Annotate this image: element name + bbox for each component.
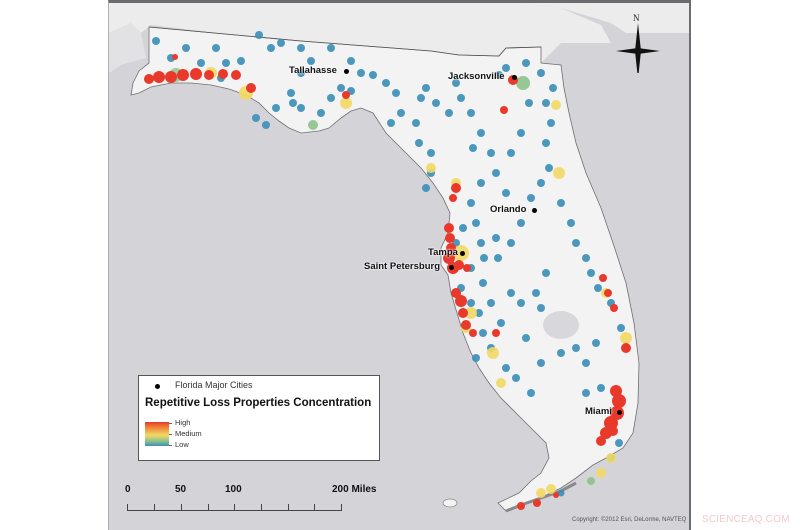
- city-label-tampa: Tampa: [428, 247, 458, 258]
- scale-tick: [341, 504, 342, 511]
- map-copyright: Copyright: ©2012 Esri, DeLorme, NAVTEQ: [572, 517, 687, 523]
- city-label-jacksonville: Jacksonville: [448, 71, 505, 82]
- scale-tick: [234, 504, 235, 511]
- scale-tick: [154, 504, 155, 511]
- city-marker-orlando[interactable]: [532, 208, 537, 213]
- city-marker-miami[interactable]: [617, 410, 622, 415]
- color-ramp-icon: [145, 422, 169, 446]
- legend-tick: [169, 423, 172, 424]
- legend-low-label: Low: [175, 440, 189, 449]
- legend-high-label: High: [175, 418, 191, 427]
- high-concentration-points: [144, 54, 631, 510]
- watermark: SCIENCEAQ.COM: [702, 514, 790, 525]
- scale-tick: [208, 504, 209, 511]
- city-marker-tallahassee[interactable]: [344, 69, 349, 74]
- legend-medium-label: Medium: [175, 429, 202, 438]
- map-legend: Florida Major Cities Repetitive Loss Pro…: [138, 375, 380, 461]
- city-marker-saint-petersburg[interactable]: [449, 265, 454, 270]
- city-marker-jacksonville[interactable]: [512, 75, 517, 80]
- city-label-orlando: Orlando: [490, 204, 527, 215]
- city-label-saint-petersburg: Saint Petersburg: [364, 261, 441, 272]
- low-concentration-points: [152, 31, 625, 497]
- compass-north-label: N: [633, 13, 640, 23]
- scale-tick: [314, 504, 315, 511]
- scale-tick: [288, 504, 289, 511]
- florida-map: [109, 3, 689, 513]
- city-label-tallahassee: Tallahasse: [289, 65, 337, 76]
- scale-label-200-miles: 200 Miles: [332, 484, 377, 495]
- scale-label-100: 100: [225, 484, 242, 495]
- city-label-miami: Miami: [585, 406, 612, 417]
- legend-title: Repetitive Loss Properties Concentration: [145, 397, 372, 409]
- scale-label-50: 50: [175, 484, 187, 495]
- north-arrow-compass-icon: N: [613, 11, 663, 73]
- florida-landmass: [130, 26, 640, 512]
- scale-bar: 0 50 100 200 Miles: [124, 484, 376, 514]
- city-marker-tampa[interactable]: [460, 251, 465, 256]
- city-dot-icon: [155, 384, 160, 389]
- legend-cities-label: Florida Major Cities: [175, 380, 253, 390]
- scale-tick: [181, 504, 182, 511]
- scale-label-0: 0: [125, 484, 131, 495]
- legend-tick: [169, 434, 172, 435]
- scale-tick: [127, 504, 128, 511]
- scale-tick: [261, 504, 262, 511]
- legend-tick: [169, 445, 172, 446]
